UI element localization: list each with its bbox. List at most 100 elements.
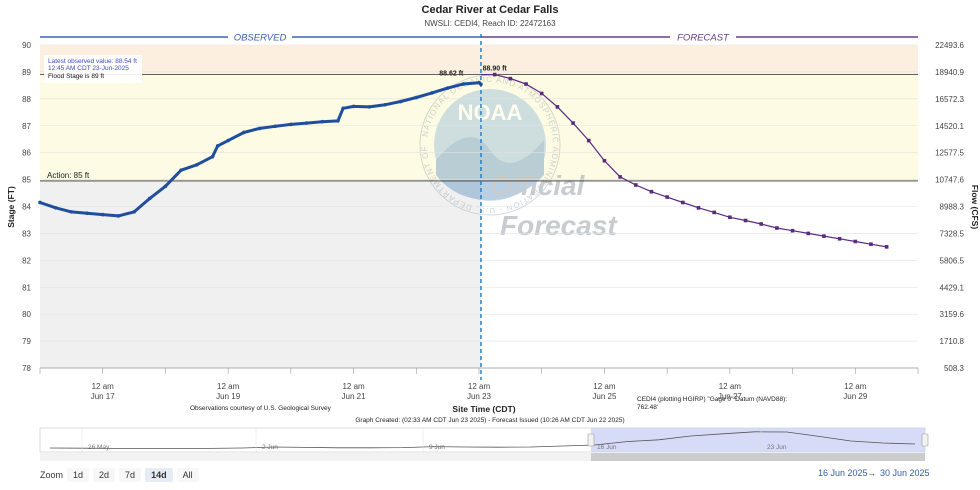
forecast-point bbox=[571, 121, 575, 125]
observed-point bbox=[215, 144, 220, 148]
forecast-header-bg bbox=[670, 30, 736, 43]
observed-point bbox=[53, 206, 58, 210]
threshold-lines: Action: 85 ft bbox=[40, 74, 918, 182]
forecast-point bbox=[759, 222, 764, 226]
observed-point bbox=[226, 138, 230, 143]
section-headers: OBSERVED FORECAST bbox=[40, 30, 918, 380]
observed-point bbox=[479, 82, 483, 87]
zoom-bar: Zoom 1d 2d 7d 14d All bbox=[40, 467, 199, 483]
graph-created-text: Graph Created: (02:33 AM CDT Jun 23 2025… bbox=[355, 417, 624, 424]
flood-stage-label: Flood Stage is 89 ft bbox=[48, 73, 104, 80]
forecast-point bbox=[555, 105, 560, 109]
y-right-tick-label: 5806.5 bbox=[940, 256, 965, 265]
navigator-scrollbar-thumb[interactable] bbox=[591, 453, 925, 461]
observed-point bbox=[341, 106, 345, 111]
x-tick-time: 12 am bbox=[719, 382, 742, 391]
observed-point bbox=[242, 130, 246, 135]
y-right-tick-label: 18940.9 bbox=[935, 68, 964, 77]
y-right-axis-title: Flow (CFS) bbox=[970, 185, 980, 230]
observations-credit: Observations courtesy of U.S. Geological… bbox=[190, 405, 332, 412]
observed-point bbox=[273, 124, 277, 129]
x-tick-date: Jun 21 bbox=[342, 392, 367, 401]
observed-point bbox=[132, 210, 136, 214]
observed-point bbox=[147, 196, 152, 201]
latest-value-time: 12:45 AM CDT 23-Jun-2025 bbox=[48, 65, 129, 72]
x-tick-date: Jun 25 bbox=[592, 392, 617, 401]
zoom-all-button[interactable]: All bbox=[176, 468, 199, 482]
latest-value-box bbox=[44, 55, 142, 83]
forecast-point bbox=[696, 206, 701, 210]
observed-point bbox=[336, 119, 340, 123]
footer-texts: Observations courtesy of U.S. Geological… bbox=[190, 396, 787, 424]
navigator-left-handle[interactable] bbox=[587, 433, 595, 447]
chart-subtitle: NWSLI: CEDI4, Reach ID: 22472163 bbox=[424, 19, 556, 28]
y-left-tick-label: 78 bbox=[22, 364, 31, 373]
y-right-tick-label: 7328.5 bbox=[940, 229, 965, 238]
observed-point bbox=[85, 211, 89, 216]
y-left-tick-label: 86 bbox=[22, 149, 31, 158]
observed-point bbox=[304, 121, 309, 125]
observed-point bbox=[194, 162, 199, 167]
x-tick-date: Jun 19 bbox=[216, 392, 241, 401]
y-right-tick-label: 16572.3 bbox=[935, 95, 964, 104]
observed-point bbox=[163, 184, 168, 189]
x-tick-date: Jun 29 bbox=[843, 392, 868, 401]
observed-point bbox=[320, 119, 325, 124]
navigator-scrollbar[interactable] bbox=[40, 453, 925, 461]
noaa-logo-icon bbox=[434, 89, 546, 201]
y-right-tick-label: 14520.1 bbox=[935, 122, 964, 131]
observed-header-bg bbox=[228, 30, 292, 43]
zoom-1d-button[interactable]: 1d bbox=[67, 468, 90, 482]
range-navigator[interactable]: 26 May 2 Jun 9 Jun 16 Jun 23 Jun bbox=[39, 427, 929, 461]
observed-point bbox=[430, 91, 434, 95]
observed-shade bbox=[40, 180, 481, 368]
zoom-7d-button[interactable]: 7d bbox=[119, 468, 142, 482]
navigator-right-handle[interactable] bbox=[921, 433, 929, 447]
observed-point bbox=[116, 214, 121, 218]
observed-point bbox=[367, 105, 372, 109]
zoom-2d-button[interactable]: 2d bbox=[93, 468, 116, 482]
action-band bbox=[40, 74, 918, 181]
x-tick-time: 12 am bbox=[342, 382, 365, 391]
forecast-point bbox=[806, 231, 811, 236]
noaa-logo-text: NOAA bbox=[458, 100, 523, 125]
observed-point bbox=[179, 168, 183, 172]
x-tick-time: 12 am bbox=[844, 382, 867, 391]
x-tick-date: Jun 23 bbox=[467, 392, 492, 401]
official-text: Official bbox=[490, 170, 586, 201]
observed-point bbox=[414, 95, 419, 100]
y-right-tick-label: 12577.5 bbox=[935, 149, 964, 158]
forecast-point bbox=[790, 228, 795, 233]
forecast-point bbox=[492, 72, 497, 77]
range-from-input[interactable]: 16 Jun 2025 bbox=[818, 468, 868, 478]
forecast-point bbox=[539, 91, 544, 96]
y-left-tick-label: 80 bbox=[22, 310, 31, 319]
navigator-date-label: 26 May bbox=[88, 444, 110, 451]
range-to-input[interactable]: 30 Jun 2025 bbox=[880, 468, 930, 478]
y-left-tick-label: 84 bbox=[22, 203, 31, 212]
observed-point bbox=[289, 122, 293, 127]
observed-header-label: OBSERVED bbox=[234, 33, 287, 44]
range-arrow: → bbox=[867, 468, 876, 478]
y-left-tick-label: 90 bbox=[22, 41, 31, 50]
forecast-watermark-text: Forecast bbox=[500, 210, 618, 241]
navigator-date-label: 9 Jun bbox=[429, 444, 445, 451]
flood-band bbox=[40, 45, 918, 75]
observed-point bbox=[69, 210, 74, 214]
forecast-point bbox=[602, 158, 607, 163]
y-right-tick-label: 4429.1 bbox=[940, 283, 965, 292]
zoom-14d-button[interactable]: 14d bbox=[145, 468, 173, 482]
y-left-tick-label: 88 bbox=[22, 95, 31, 104]
forecast-point bbox=[837, 237, 842, 241]
forecast-point bbox=[712, 210, 716, 215]
forecast-point bbox=[586, 138, 591, 143]
observed-point bbox=[210, 154, 215, 159]
x-tick-time: 12 am bbox=[92, 382, 115, 391]
y-left-axis-title: Stage (FT) bbox=[6, 186, 16, 228]
x-tick-date: Jun 17 bbox=[91, 392, 116, 401]
forecast-peak-label: 88.90 ft bbox=[483, 66, 508, 73]
forecast-point bbox=[853, 239, 858, 244]
y-right-tick-label: 8988.3 bbox=[940, 203, 965, 212]
navigator-date-label: 2 Jun bbox=[262, 444, 278, 451]
